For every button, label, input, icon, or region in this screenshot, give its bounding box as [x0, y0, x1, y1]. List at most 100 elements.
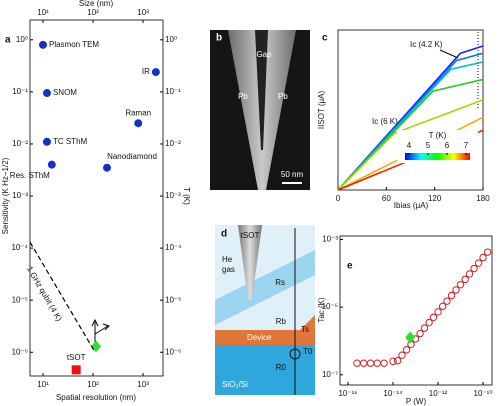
x-tick-label: 10²	[87, 380, 99, 389]
panel-label: c	[322, 33, 328, 44]
data-point	[429, 313, 438, 321]
data-point	[91, 340, 102, 353]
data-point	[465, 270, 474, 278]
y-axis-label: Sensitivity (K Hz−1/2)	[1, 157, 10, 234]
arrow	[94, 325, 109, 335]
chart-panel: c 0 60 120 180 Ibias (μA) IISOT (μA) Ic (4.2 K)…	[317, 29, 490, 210]
data-point	[47, 160, 56, 169]
y-tick-label: 10⁻²	[12, 139, 28, 148]
arrow-head	[91, 318, 99, 327]
annotation: Ic (6 K)	[372, 117, 398, 126]
y2-tick-label: 10⁻⁶	[165, 347, 181, 356]
x-tick-label: 0	[336, 194, 341, 203]
panel-label: b	[216, 33, 222, 44]
data-point	[398, 351, 406, 359]
y-tick-label: 10⁻³	[322, 235, 338, 244]
data-point	[360, 359, 368, 367]
schematic-panel: d tSOT He gas Rs Device Rb Ts T0 R0 SiO₂…	[215, 225, 315, 395]
arrow-head	[102, 323, 110, 331]
x-tick-label: 60	[382, 194, 391, 203]
data-point	[416, 329, 424, 338]
source-symbol	[289, 348, 301, 360]
x-tick-label: 10¹	[37, 380, 49, 389]
plot-frame	[339, 235, 493, 386]
annotation: Ic (4.2 K)	[410, 40, 443, 49]
data-point	[366, 359, 375, 367]
data-line	[337, 99, 484, 191]
x-tick-label: 10⁻¹⁴	[383, 389, 403, 398]
y-tick-label: 10⁻³	[12, 191, 28, 200]
point-label: Res. SThM	[10, 171, 50, 180]
x-axis-label: Ibias (μA)	[394, 201, 429, 210]
point-label: Plasmon TEM	[49, 40, 99, 49]
data-point	[380, 359, 388, 367]
plot-frame	[29, 19, 164, 377]
micrograph-label: Pb	[278, 92, 288, 101]
point-label: Nanodiamond	[107, 152, 157, 161]
x-tick-label: 10³	[137, 380, 149, 389]
y-tick-label: 10⁻⁴	[11, 243, 28, 252]
panel-label: a	[5, 35, 11, 46]
schematic-label: Rb	[276, 317, 287, 326]
x2-axis-label: Size (nm)	[79, 0, 114, 8]
colorbar	[405, 153, 470, 160]
point-label: Raman	[125, 108, 151, 117]
chart-panel: e 10⁻¹⁶ 10⁻¹⁴ 10⁻¹² 10⁻¹⁰ 10⁻⁷ 10⁻⁵ 10⁻³ P (W) Ta…	[317, 235, 492, 406]
scale-bar-label: 50 nm	[281, 170, 304, 179]
x-tick-label: 10⁻¹⁶	[338, 389, 357, 398]
colorbar-tick-label: 6	[445, 141, 450, 150]
colorbar-tick-label: 7	[464, 141, 469, 150]
x-axis-label: Spatial resolution (nm)	[56, 393, 136, 402]
y2-tick-label: 10⁻³	[165, 191, 181, 200]
y2-axis-label: T (K)	[182, 187, 191, 205]
micrograph-panel: b Gap Pb Pb 50 nm	[210, 30, 310, 190]
y2-tick-label: 10⁻⁵	[165, 295, 181, 304]
data-point	[447, 291, 456, 300]
data-point	[456, 280, 465, 289]
annotation: 1 GHz qubit (4 K)	[25, 265, 64, 323]
data-point	[42, 89, 51, 98]
panel-label: e	[347, 261, 353, 272]
device-layer	[215, 315, 315, 345]
x-axis-label: P (W)	[406, 397, 427, 406]
chart-panel: a 10¹ 10² 10³ 10¹ 10² 10³ 10⁰ 10⁻¹ 10⁻² 10⁻³ 10⁻⁴ 10…	[1, 0, 191, 402]
data-point	[71, 365, 81, 375]
data-line	[337, 52, 484, 191]
y-tick-label: 10⁰	[16, 35, 28, 44]
data-point	[42, 137, 51, 146]
panel-label: d	[221, 229, 227, 240]
y2-tick-label: 10⁻⁴	[165, 243, 182, 252]
schematic-label: gas	[222, 265, 235, 274]
schematic-label: Ts	[301, 325, 309, 334]
y-tick-label: 10⁻⁵	[322, 302, 338, 311]
substrate	[215, 345, 315, 395]
schematic-label: SiO₂/Si	[222, 380, 248, 389]
x-tick-label: 120	[428, 194, 442, 203]
data-point	[425, 318, 433, 327]
y-tick-label: 10⁻⁷	[322, 370, 338, 379]
x-tick-label: 10⁻¹⁰	[474, 389, 493, 398]
y2-tick-label: 10⁻²	[165, 139, 181, 148]
data-point	[420, 324, 429, 332]
y-axis-label: IISOT (μA)	[317, 91, 326, 130]
layer	[215, 250, 315, 325]
schematic-label: He	[222, 255, 233, 264]
data-point	[102, 163, 111, 172]
data-point	[452, 286, 460, 294]
data-point	[461, 275, 469, 284]
data-point	[434, 308, 442, 316]
data-point	[389, 357, 397, 366]
y-tick-label: 10⁻⁵	[12, 295, 28, 304]
x2-tick-label: 10³	[137, 8, 149, 17]
y-axis-label: Tac (K)	[317, 297, 326, 323]
colorbar-label: T (K)	[429, 131, 447, 140]
plot-frame	[337, 29, 484, 191]
x-tick-label: 180	[476, 194, 490, 203]
y2-tick-label: 10⁻¹	[165, 87, 181, 96]
data-point	[438, 302, 447, 311]
gap-image	[255, 30, 268, 150]
colorbar-tick-label: 5	[426, 141, 431, 150]
data-point	[479, 253, 487, 262]
data-point	[38, 40, 47, 49]
data-point	[134, 119, 143, 128]
